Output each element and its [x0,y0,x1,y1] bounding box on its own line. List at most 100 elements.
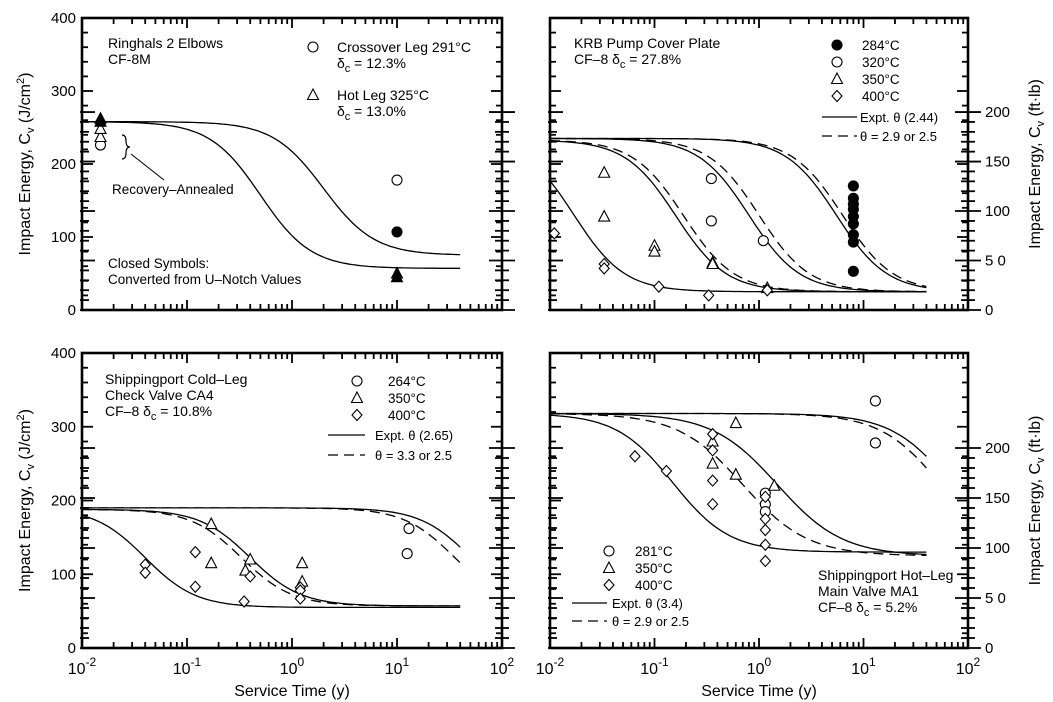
data-point-triangle [243,552,257,565]
panel-title: Shippingport Cold–Leg [105,371,247,387]
fit-curve-dashed [549,413,927,556]
panel-subtitle: CF–8 δc = 27.8% [574,51,681,71]
panel-subtitle: CF-8M [108,51,151,67]
y-tick-label-right: 5 0 [985,253,1006,270]
data-point-diamond [653,280,665,293]
panel-title-line2: Main Valve MA1 [818,583,919,599]
y-tick-label-right: 150 [985,490,1010,507]
y-tick-label: 300 [51,83,76,100]
data-point-diamond [294,592,307,605]
panel-top-left: 0 100 200 300 400 Impact Energy, Cv (J/cm2) Ri… [15,10,515,319]
legend-symbol-diamond [831,89,843,103]
data-point-triangle [648,244,661,257]
data-point-diamond [598,262,610,275]
x-axis-label: Service Time (y) [701,683,817,700]
x-tick-label: 10-1 [173,655,202,678]
data-point-triangle [204,516,218,530]
y-axis-label-right: Impact Energy, Cv (ft·lb) [1027,79,1047,249]
data-point-triangle [295,556,309,569]
y-tick-label-right: 100 [985,203,1010,220]
data-point-diamond [706,444,719,457]
legend-symbol-triangle [350,390,364,404]
legend-line-label: θ = 2.9 or 2.5 [860,129,937,144]
y-tick-label-right: 0 [985,302,993,319]
legend-label: 350°C [388,391,426,406]
panel-title-line2: Check Valve CA4 [105,387,214,403]
data-point-diamond [244,570,256,583]
annotation-brace [121,134,131,160]
legend-delta: δc = 13.0% [337,103,406,123]
legend-label: 264°C [388,374,426,389]
data-point-diamond [706,427,719,441]
y-tick-label-right: 150 [985,154,1010,171]
y-tick-label: 100 [51,566,76,583]
fit-curve [549,414,927,553]
panel-subtitle: CF–8 δc = 5.2% [818,599,917,619]
legend-line-label: Expt. θ (3.4) [612,596,683,611]
data-point-triangle [390,266,404,279]
fit-curve-dashed [550,137,927,288]
data-point-diamond [189,580,202,594]
panel-bottom-left: 0 100 200 300 400 Impact Energy, Cv (J/cm2) 10… [15,345,515,700]
legend-line-label: Expt. θ (2.65) [375,428,453,443]
legend-symbol-circle [831,56,843,68]
y-axis-label: Impact Energy, Cv (J/cm2) [15,73,37,256]
fit-curve-dashed [82,508,461,607]
legend-label: 281°C [635,544,673,559]
legend-symbol-circle [307,41,319,53]
legend-label: Hot Leg 325°C [337,87,429,103]
data-point-triangle [767,478,781,491]
data-point-diamond [759,523,772,537]
data-point-diamond [759,490,772,504]
y-tick-label-right: 100 [985,540,1010,557]
x-tick-label: 10-2 [536,655,565,678]
data-point-diamond [660,464,673,478]
data-point-diamond [189,545,202,559]
legend-label: 400°C [635,578,673,593]
data-point-triangle [204,556,218,569]
y-tick-label: 0 [68,302,76,319]
legend-line-label: Expt. θ (2.44) [860,110,938,125]
legend-symbol-circle [603,545,615,557]
x-tick-label: 101 [851,655,876,678]
fit-curve-dashed [550,140,927,293]
fit-curve [81,514,461,609]
fit-curve [550,412,927,457]
annotation-text: Recovery–Annealed [112,182,234,197]
legend-symbol-diamond [603,578,615,592]
data-point-circle [847,265,859,277]
data-point-triangle [597,165,611,178]
fit-curve-dashed [550,137,927,293]
data-point-triangle [706,256,720,270]
data-point-circle [705,173,717,185]
data-point-diamond [761,283,774,297]
data-point-diamond [759,554,772,568]
legend-symbol-triangle [602,560,616,574]
legend-delta: δc = 12.3% [337,55,406,75]
fit-curve [550,412,927,556]
legend-label: 350°C [635,561,673,576]
data-point-triangle [729,467,743,480]
x-tick-label: 101 [385,655,410,678]
x-tick-label: 100 [280,655,305,678]
data-point-diamond [706,497,719,511]
panel-subtitle: CF–8 δc = 10.8% [105,403,212,423]
y-axis-label-right: Impact Energy, Cv (ft·lb) [1027,416,1047,586]
data-point-circle [847,192,859,204]
data-point-diamond [702,289,715,302]
data-point-circle [869,437,881,449]
y-tick-label: 200 [51,156,76,173]
fit-curve [82,121,461,256]
data-point-circle [403,522,415,535]
y-tick-label-right: 200 [985,440,1010,457]
legend-symbol-triangle [306,87,320,101]
y-tick-label: 100 [51,229,76,246]
data-point-circle [757,235,769,247]
data-point-circle [391,174,403,186]
annotation-text: Closed Symbols: [108,256,209,271]
x-tick-label: 100 [747,655,772,678]
data-point-diamond [706,474,719,487]
panel-title: Shippingport Hot–Leg [818,567,953,583]
